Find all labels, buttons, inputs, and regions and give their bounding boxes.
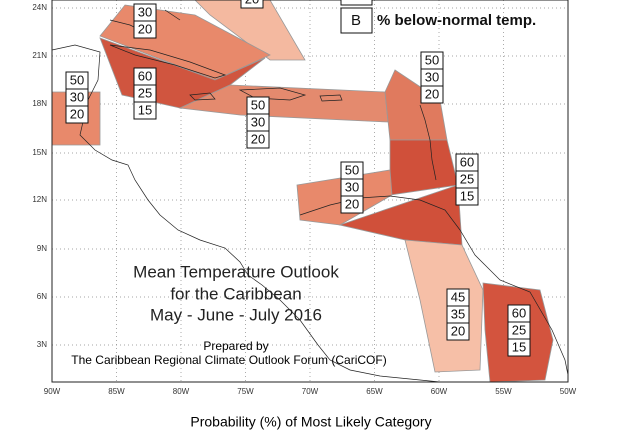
legend: N % normal temperature B % below-normal tem… — [340, 0, 536, 34]
probability-value: 25 — [138, 85, 152, 100]
probability-box — [246, 130, 270, 149]
probability-value: 15 — [512, 339, 526, 354]
probability-value: 25 — [512, 322, 526, 337]
probability-box — [240, 0, 264, 9]
probability-boxes: 30 20 20 60 25 15 50 30 20 50 30 20 50 30 20 60 25 15 50 30… — [65, 0, 531, 357]
probability-value: 30 — [70, 89, 84, 104]
latitude-label: 24N — [32, 3, 47, 12]
legend-key-box — [340, 0, 373, 6]
probability-value: 60 — [460, 154, 474, 169]
latitude-label: 3N — [37, 340, 47, 349]
probability-value: 20 — [345, 196, 359, 211]
coastline — [319, 94, 343, 102]
probability-value: 45 — [451, 289, 465, 304]
latitude-label: 21N — [32, 51, 47, 60]
probability-value: 15 — [460, 188, 474, 203]
probability-value: 50 — [251, 97, 265, 112]
latitude-label: 15N — [32, 148, 47, 157]
longitude-label: 65W — [366, 387, 383, 396]
coastline — [419, 104, 437, 181]
probability-value: 20 — [138, 21, 152, 36]
probability-value: 20 — [425, 86, 439, 101]
probability-box — [133, 20, 157, 39]
probability-value: 20 — [451, 323, 465, 338]
probability-value: 20 — [245, 0, 259, 6]
longitude-label: 50W — [560, 387, 577, 396]
legend-key-box — [340, 7, 373, 34]
latitude-label: 9N — [37, 244, 47, 253]
probability-box — [507, 338, 531, 357]
credit-line: Prepared by — [203, 339, 268, 353]
probability-box — [446, 322, 470, 341]
coastline — [109, 44, 227, 79]
legend-key: N — [351, 0, 362, 1]
caption: Probability (%) of Most Likely Category — [190, 414, 431, 430]
latitude-label: 18N — [32, 99, 47, 108]
title-line: May - June - July 2016 — [150, 305, 322, 324]
probability-box — [340, 195, 364, 214]
probability-value: 15 — [138, 102, 152, 117]
probability-value: 25 — [460, 171, 474, 186]
probability-value: 30 — [345, 179, 359, 194]
probability-box — [455, 187, 479, 206]
probability-box — [420, 85, 444, 104]
legend-label: % below-normal temp. — [377, 12, 536, 29]
probability-value: 35 — [451, 306, 465, 321]
latitude-label: 6N — [37, 292, 47, 301]
region-shape — [389, 139, 459, 196]
legend-label: % normal temperature — [377, 0, 535, 1]
probability-value: 20 — [70, 106, 84, 121]
latitude-label: 12N — [32, 195, 47, 204]
probability-value: 30 — [251, 114, 265, 129]
probability-value: 60 — [512, 305, 526, 320]
longitude-label: 60W — [431, 387, 448, 396]
probability-value: 30 — [138, 4, 152, 19]
longitude-label: 75W — [237, 387, 254, 396]
probability-box — [133, 101, 157, 120]
title-line: Mean Temperature Outlook — [133, 262, 339, 281]
probability-value: 50 — [70, 72, 84, 87]
longitude-label: 55W — [495, 387, 512, 396]
region-shape — [384, 69, 448, 141]
longitude-label: 85W — [108, 387, 125, 396]
credit-line: The Caribbean Regional Climate Outlook F… — [71, 353, 386, 367]
legend-key: B — [351, 12, 361, 29]
probability-value: 60 — [138, 68, 152, 83]
probability-value: 20 — [251, 131, 265, 146]
map-title: Mean Temperature Outlook for the Caribbe… — [133, 262, 339, 324]
coastline — [189, 92, 216, 101]
region-shape — [194, 0, 306, 61]
longitude-label: 80W — [173, 387, 190, 396]
longitude-label: 90W — [44, 387, 61, 396]
outlook-regions — [51, 0, 554, 383]
probability-box — [65, 105, 89, 124]
probability-value: 30 — [425, 69, 439, 84]
map-frame — [51, 0, 569, 383]
probability-value: 50 — [425, 52, 439, 67]
probability-value: 50 — [345, 162, 359, 177]
longitude-label: 70W — [302, 387, 319, 396]
region-shape — [404, 239, 484, 373]
title-line: for the Caribbean — [170, 284, 301, 303]
